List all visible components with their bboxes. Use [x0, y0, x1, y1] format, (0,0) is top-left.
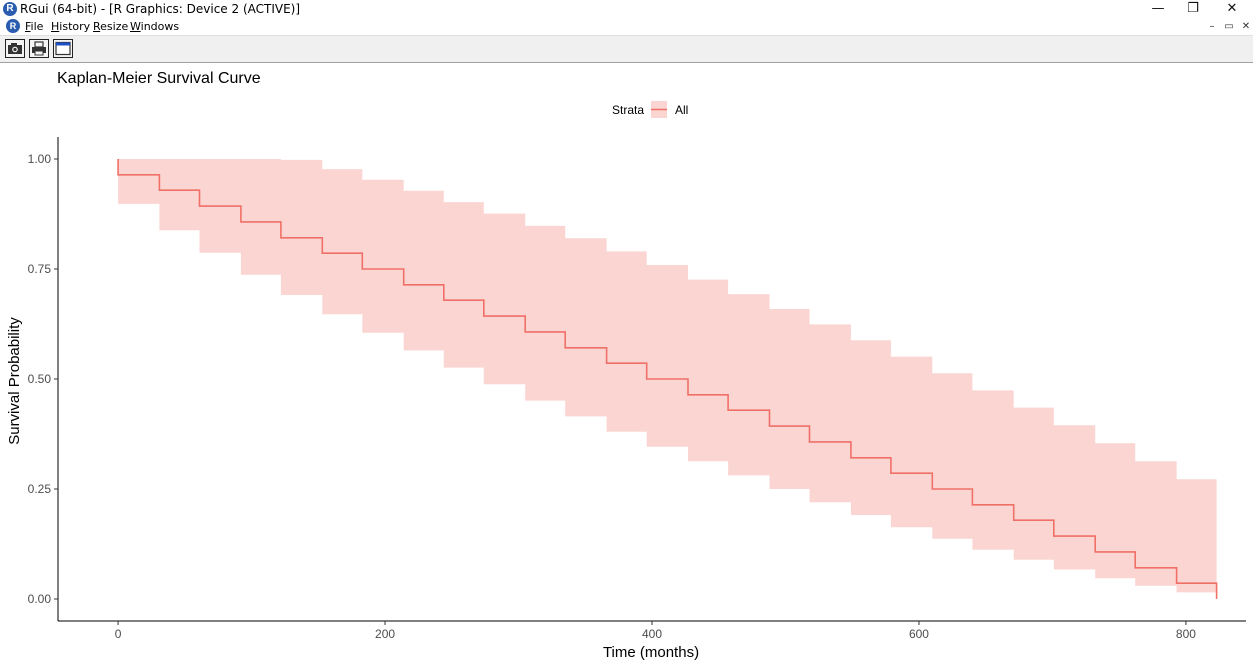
- menu-windows-accel: W: [130, 20, 141, 33]
- plot-layer: 0 200 400 600 800 0.00 0.25 0.50 0.75 1.00: [28, 137, 1246, 641]
- y-tick-label: 0.00: [28, 592, 52, 606]
- survival-chart: Kaplan-Meier Survival Curve Strata All 0…: [6, 70, 1246, 661]
- mdi-minimize-button[interactable]: –: [1209, 21, 1215, 32]
- menu-history-accel: H: [51, 20, 60, 33]
- copy-to-clipboard-button[interactable]: [5, 39, 25, 58]
- window-button[interactable]: [53, 39, 73, 58]
- r-logo-icon: R: [3, 2, 17, 16]
- x-tick-label: 0: [115, 627, 122, 641]
- menu-windows[interactable]: Windows: [130, 20, 179, 33]
- x-tick-label: 800: [1176, 627, 1196, 641]
- x-tick-label: 400: [642, 627, 662, 641]
- y-axis-label: Survival Probability: [6, 317, 23, 445]
- mdi-restore-button[interactable]: ▭: [1224, 21, 1234, 32]
- print-icon: [32, 41, 46, 56]
- window-icon: [55, 41, 71, 56]
- menu-file-accel: F: [25, 20, 31, 33]
- menu-bar: R File History Resize Windows – ▭ ✕: [0, 18, 1253, 36]
- x-axis-label: Time (months): [603, 644, 699, 661]
- restore-window-button[interactable]: ❐: [1187, 1, 1199, 16]
- y-tick-label: 0.75: [28, 262, 52, 276]
- copy-to-clipboard-icon: [8, 43, 22, 54]
- minimize-window-button[interactable]: —: [1151, 1, 1165, 16]
- y-tick-label: 0.50: [28, 372, 52, 386]
- menu-resize-accel: R: [93, 20, 101, 33]
- legend-title: Strata: [612, 103, 644, 117]
- x-tick-label: 200: [375, 627, 395, 641]
- menu-resize[interactable]: Resize: [93, 20, 128, 33]
- window-titlebar: R RGui (64-bit) - [R Graphics: Device 2 …: [0, 0, 1253, 18]
- x-tick-label: 600: [909, 627, 929, 641]
- close-window-button[interactable]: ✕: [1226, 1, 1238, 16]
- graphics-device-canvas: Kaplan-Meier Survival Curve Strata All 0…: [0, 63, 1253, 665]
- chart-title: Kaplan-Meier Survival Curve: [57, 70, 261, 87]
- toolbar: [0, 36, 1253, 63]
- survival-step-line: [117, 159, 1218, 599]
- menu-resize-label: esize: [100, 20, 129, 33]
- y-tick-label: 0.25: [28, 482, 52, 496]
- mdi-close-button[interactable]: ✕: [1241, 21, 1251, 32]
- menu-file-label: ile: [30, 20, 44, 33]
- confidence-band: [118, 159, 1217, 593]
- menu-windows-label: indows: [140, 20, 180, 33]
- menu-history[interactable]: History: [51, 20, 90, 33]
- y-tick-label: 1.00: [28, 152, 52, 166]
- r-document-icon[interactable]: R: [6, 19, 20, 33]
- print-button[interactable]: [29, 39, 49, 58]
- legend: Strata All: [612, 101, 688, 118]
- window-title: RGui (64-bit) - [R Graphics: Device 2 (A…: [20, 2, 301, 16]
- legend-entry-all: All: [675, 103, 688, 117]
- menu-file[interactable]: File: [25, 20, 43, 33]
- menu-history-label: istory: [59, 20, 91, 33]
